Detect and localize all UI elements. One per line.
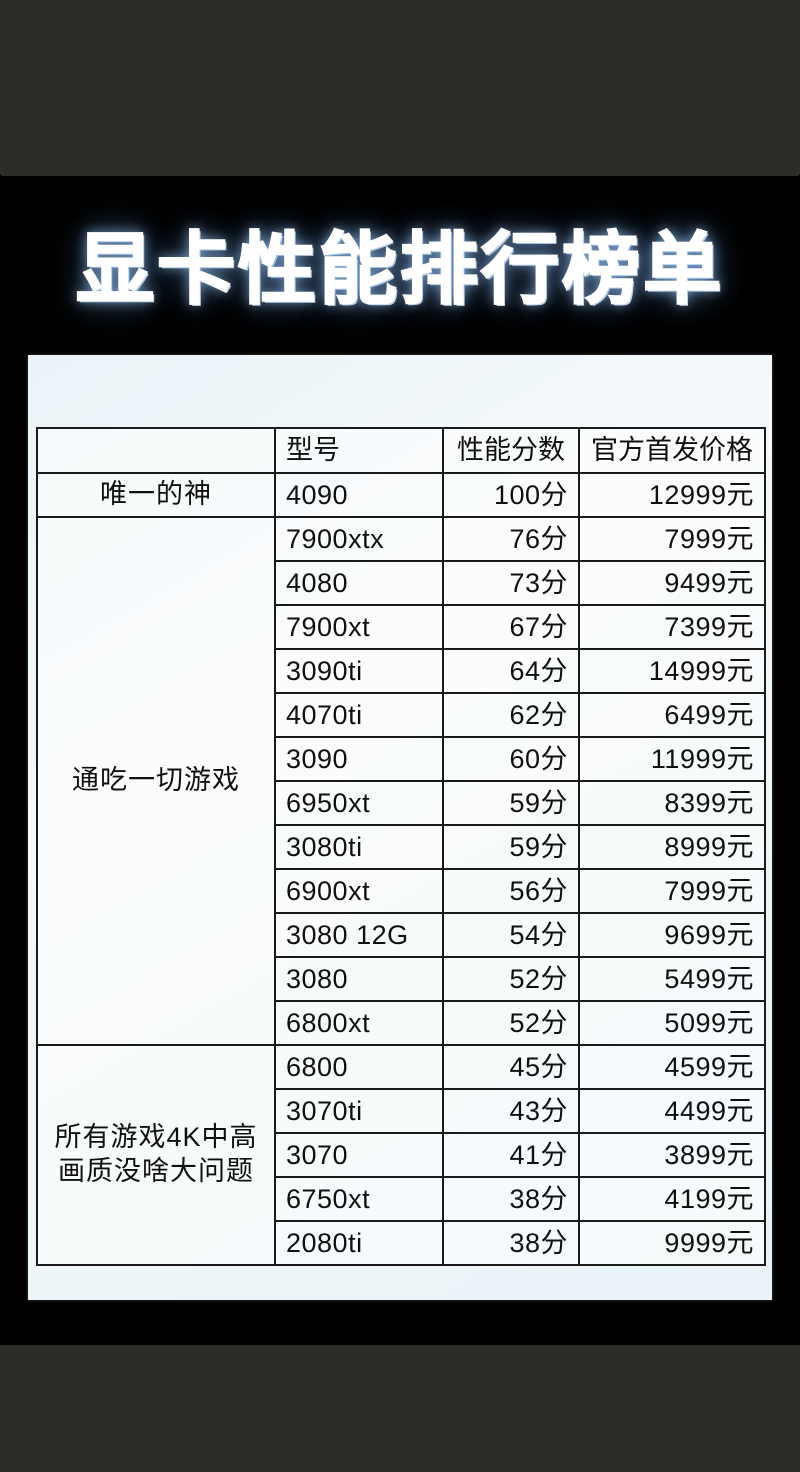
price-cell: 7999元 [578, 516, 766, 562]
score-cell: 54分 [442, 912, 580, 958]
content-card: 型号 性能分数 官方首发价格 唯一的神 4090 100分 12999元通吃一切游戏 7… [28, 355, 772, 1300]
table-header-row: 型号 性能分数 官方首发价格 [36, 427, 766, 474]
table-row: 2080ti 38分 9999元 [37, 1220, 766, 1266]
price-cell: 11999元 [578, 736, 766, 782]
table-row: 6750xt 38分 4199元 [37, 1176, 766, 1222]
poster-title-container: 显卡性能排行榜单 [0, 210, 800, 330]
score-cell: 59分 [442, 780, 580, 826]
table-body: 唯一的神 4090 100分 12999元 通吃一切游戏 7900xtx 76分 7999元 4… [36, 472, 766, 1266]
score-cell: 67分 [442, 604, 580, 650]
letterbox-top [0, 0, 800, 176]
price-cell: 3899元 [578, 1132, 766, 1178]
price-cell: 4499元 [578, 1088, 766, 1134]
price-cell: 7399元 [578, 604, 766, 650]
score-cell: 52分 [442, 956, 580, 1002]
category-label-line: 唯一的神 [100, 479, 212, 510]
category-cell: 唯一的神 [36, 472, 276, 518]
table-row: 3080 12G 54分 9699元 [37, 912, 766, 958]
model-cell: 7900xt [274, 604, 444, 650]
table-row: 4070ti 62分 6499元 [37, 692, 766, 738]
category-label-line: 画质没啥大问题 [58, 1156, 254, 1186]
model-cell: 2080ti [274, 1220, 444, 1266]
price-cell: 4199元 [578, 1176, 766, 1222]
model-cell: 4080 [274, 560, 444, 606]
score-cell: 41分 [442, 1132, 580, 1178]
model-cell: 4070ti [274, 692, 444, 738]
price-cell: 14999元 [578, 648, 766, 694]
category-label-line: 所有游戏4K中高 [54, 1122, 258, 1153]
category-label-line: 通吃一切游戏 [72, 765, 240, 796]
table-row: 所有游戏4K中高 画质没啥大问题 6800 45分 4599元 [36, 1044, 766, 1266]
header-price: 官方首发价格 [578, 427, 766, 474]
header-category [36, 427, 276, 474]
score-cell: 64分 [442, 648, 580, 694]
price-cell: 9699元 [578, 912, 766, 958]
poster-title: 显卡性能排行榜单 [75, 225, 724, 315]
score-cell: 43分 [442, 1088, 580, 1134]
table-row: 3090 60分 11999元 [37, 736, 766, 782]
price-cell: 8999元 [578, 824, 766, 870]
table-row: 通吃一切游戏 7900xtx 76分 7999元 [36, 516, 766, 1046]
score-cell: 73分 [442, 560, 580, 606]
table-row: 4080 73分 9499元 [37, 560, 766, 606]
table-row: 3080 52分 5499元 [37, 956, 766, 1002]
table-row: 7900xt 67分 7399元 [37, 604, 766, 650]
model-cell: 3080 12G [274, 912, 444, 958]
score-cell: 76分 [442, 516, 580, 562]
table-row: 3090ti 64分 14999元 [37, 648, 766, 694]
score-cell: 59分 [442, 824, 580, 870]
model-cell: 6950xt [274, 780, 444, 826]
model-cell: 7900xtx [274, 516, 444, 562]
letterbox-bottom [0, 1345, 800, 1472]
score-cell: 45分 [442, 1044, 580, 1090]
table-row: 3070ti 43分 4499元 [37, 1088, 766, 1134]
table-row: 6950xt 59分 8399元 [37, 780, 766, 826]
score-cell: 52分 [442, 1000, 580, 1046]
price-cell: 9499元 [578, 560, 766, 606]
price-cell: 6499元 [578, 692, 766, 738]
table-row: 3070 41分 3899元 [37, 1132, 766, 1178]
model-cell: 3090 [274, 736, 444, 782]
price-cell: 4599元 [578, 1044, 766, 1090]
price-cell: 8399元 [578, 780, 766, 826]
category-cell: 通吃一切游戏 [36, 516, 276, 1046]
price-cell: 9999元 [578, 1220, 766, 1266]
model-cell: 3080 [274, 956, 444, 1002]
header-score: 性能分数 [442, 427, 580, 474]
model-cell: 6800xt [274, 1000, 444, 1046]
model-cell: 3070ti [274, 1088, 444, 1134]
table-row: 6900xt 56分 7999元 [37, 868, 766, 914]
table-row: 唯一的神 4090 100分 12999元 [36, 472, 766, 518]
table-row: 3080ti 59分 8999元 [37, 824, 766, 870]
price-cell: 5099元 [578, 1000, 766, 1046]
score-cell: 62分 [442, 692, 580, 738]
model-cell: 3070 [274, 1132, 444, 1178]
price-cell: 7999元 [578, 868, 766, 914]
score-cell: 100分 [442, 472, 580, 518]
model-cell: 3080ti [274, 824, 444, 870]
model-cell: 4090 [274, 472, 444, 518]
table-header: 型号 性能分数 官方首发价格 [36, 427, 766, 474]
category-cell: 所有游戏4K中高 画质没啥大问题 [36, 1044, 276, 1266]
score-cell: 56分 [442, 868, 580, 914]
model-cell: 3090ti [274, 648, 444, 694]
score-cell: 60分 [442, 736, 580, 782]
score-cell: 38分 [442, 1176, 580, 1222]
price-cell: 12999元 [578, 472, 766, 518]
model-cell: 6900xt [274, 868, 444, 914]
price-cell: 5499元 [578, 956, 766, 1002]
score-cell: 38分 [442, 1220, 580, 1266]
model-cell: 6800 [274, 1044, 444, 1090]
gpu-ranking-table: 型号 性能分数 官方首发价格 唯一的神 4090 100分 12999元通吃一切游戏 7… [36, 427, 766, 1266]
model-cell: 6750xt [274, 1176, 444, 1222]
table-row: 6800xt 52分 5099元 [37, 1000, 766, 1046]
header-model: 型号 [274, 427, 444, 474]
